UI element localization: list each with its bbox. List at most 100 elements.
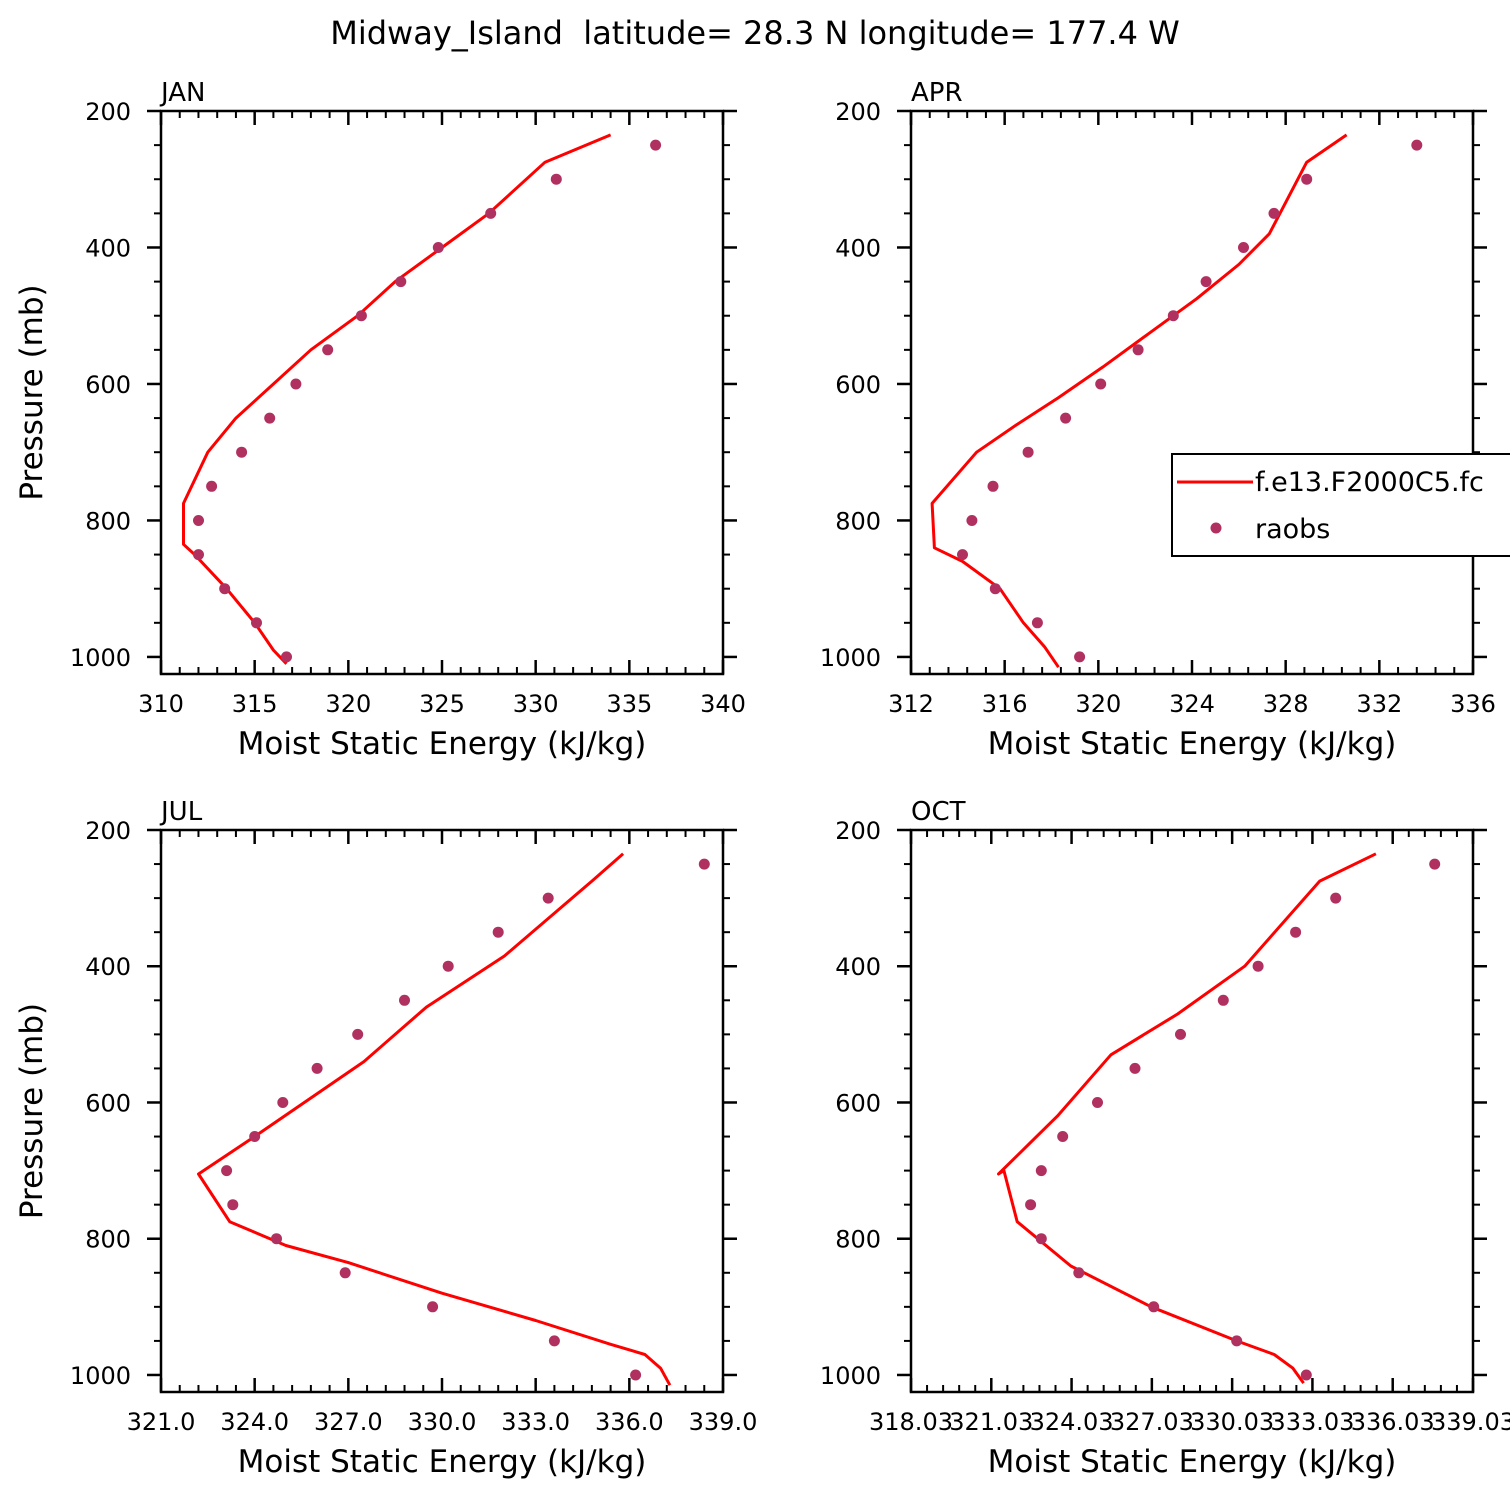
x-tick-label: 316 — [982, 690, 1028, 718]
data-point-raobs — [271, 1233, 282, 1245]
x-tick-label: 310 — [138, 690, 184, 718]
panel-title: OCT — [911, 797, 966, 827]
panels: JAN 310 315 320 325 330 335 340 200 400 600 800 1000… — [14, 78, 1510, 1480]
x-tick-label: 330.03 — [1190, 1408, 1274, 1436]
data-point-raobs — [1060, 412, 1072, 424]
data-point-raobs — [1231, 1335, 1243, 1347]
x-tick-label: 330 — [513, 690, 559, 718]
data-point-raobs — [290, 378, 302, 390]
data-point-raobs — [355, 310, 367, 322]
data-point-raobs — [1035, 1165, 1047, 1177]
panel-jan: JAN 310 315 320 325 330 335 340 200 400 600 800 1000… — [14, 78, 746, 762]
data-point-raobs — [542, 892, 554, 904]
data-point-raobs — [432, 242, 444, 253]
x-axis-label: Moist Static Energy (kJ/kg) — [238, 726, 647, 762]
data-point-raobs — [251, 617, 262, 629]
series-line-model — [182, 133, 612, 665]
data-point-raobs — [219, 583, 231, 595]
data-point-raobs — [1132, 344, 1144, 356]
data-point-raobs — [1092, 1097, 1103, 1108]
y-axis-label: Pressure (mb) — [14, 284, 50, 500]
x-axis-label: Moist Static Energy (kJ/kg) — [238, 1444, 647, 1480]
data-point-raobs — [1200, 276, 1212, 288]
data-point-raobs — [1025, 1199, 1037, 1211]
x-tick-label: 320 — [1075, 690, 1121, 718]
data-point-raobs — [193, 515, 204, 526]
x-tick-label: 335 — [606, 690, 652, 718]
x-tick-label: 324 — [1169, 690, 1215, 718]
data-point-raobs — [281, 651, 292, 663]
series-line-model — [197, 852, 672, 1386]
y-tick-label: 400 — [85, 953, 131, 981]
data-point-raobs — [277, 1097, 289, 1108]
data-point-raobs — [1411, 139, 1423, 151]
data-point-raobs — [1095, 378, 1107, 390]
y-tick-label: 200 — [835, 98, 881, 126]
data-point-raobs — [221, 1165, 233, 1177]
x-tick-label: 336.03 — [1351, 1408, 1435, 1436]
data-point-raobs — [1074, 651, 1086, 663]
data-point-raobs — [1301, 173, 1313, 185]
x-tick-label: 327.03 — [1110, 1408, 1194, 1436]
data-point-raobs — [698, 858, 710, 870]
data-point-raobs — [311, 1062, 323, 1074]
data-point-raobs — [1330, 892, 1342, 904]
y-tick-label: 200 — [85, 98, 131, 126]
y-tick-label: 800 — [835, 1226, 881, 1254]
x-tick-label: 340 — [700, 690, 746, 718]
y-tick-label: 200 — [85, 817, 131, 845]
panel-title: JAN — [159, 78, 205, 108]
data-point-raobs — [987, 480, 999, 492]
data-point-raobs — [966, 515, 978, 526]
data-point-raobs — [989, 583, 1001, 595]
data-point-raobs — [206, 480, 218, 492]
y-tick-label: 1000 — [820, 1362, 881, 1390]
data-point-raobs — [322, 344, 334, 356]
legend-obs-label: raobs — [1255, 514, 1330, 545]
data-point-raobs — [1148, 1301, 1160, 1313]
x-tick-label: 333.03 — [1270, 1408, 1354, 1436]
data-point-raobs — [1057, 1131, 1069, 1142]
plot-frame — [909, 828, 1475, 1394]
data-point-raobs — [442, 960, 454, 972]
x-tick-label: 324.0 — [220, 1408, 289, 1436]
panel-jul: JUL 321.0 324.0 327.0 330.0 333.0 336.0 339.0 20… — [14, 797, 757, 1480]
legend-model-label: f.e13.F2000C5.fc — [1255, 467, 1484, 498]
x-tick-label: 339.03 — [1431, 1408, 1510, 1436]
y-tick-label: 600 — [85, 1089, 131, 1117]
x-tick-label: 339.0 — [689, 1408, 758, 1436]
y-tick-label: 1000 — [820, 644, 881, 672]
data-point-raobs — [1175, 1028, 1186, 1040]
y-tick-label: 400 — [835, 234, 881, 262]
data-point-raobs — [395, 276, 407, 288]
y-axis-label: Pressure (mb) — [14, 1003, 50, 1219]
panel-title: JUL — [159, 797, 203, 827]
legend: f.e13.F2000C5.fc raobs — [1171, 453, 1510, 557]
data-point-raobs — [1290, 926, 1302, 938]
x-tick-label: 312 — [888, 690, 934, 718]
x-tick-label: 321.0 — [127, 1408, 196, 1436]
data-point-raobs — [1035, 1233, 1047, 1245]
y-tick-label: 800 — [85, 1226, 131, 1254]
series-line-model — [997, 852, 1377, 1384]
legend-marker-swatch — [1210, 522, 1222, 534]
y-tick-label: 600 — [835, 371, 881, 399]
data-point-raobs — [352, 1028, 364, 1040]
x-tick-label: 333.0 — [501, 1408, 570, 1436]
y-tick-label: 400 — [835, 953, 881, 981]
y-tick-label: 1000 — [70, 644, 131, 672]
y-tick-label: 200 — [835, 817, 881, 845]
data-point-raobs — [492, 926, 504, 938]
data-point-raobs — [630, 1369, 642, 1381]
data-point-raobs — [1217, 994, 1229, 1006]
panel-apr: APR 312 316 320 324 328 332 336 200 400 600 800 1000… — [820, 78, 1496, 762]
data-point-raobs — [1129, 1062, 1141, 1074]
x-tick-label: 318.03 — [869, 1408, 953, 1436]
x-tick-label: 332 — [1356, 690, 1402, 718]
data-point-raobs — [236, 446, 248, 458]
x-tick-label: 336 — [1450, 690, 1496, 718]
x-tick-label: 330.0 — [408, 1408, 477, 1436]
series-line-model — [930, 133, 1348, 669]
data-point-raobs — [1300, 1369, 1312, 1381]
